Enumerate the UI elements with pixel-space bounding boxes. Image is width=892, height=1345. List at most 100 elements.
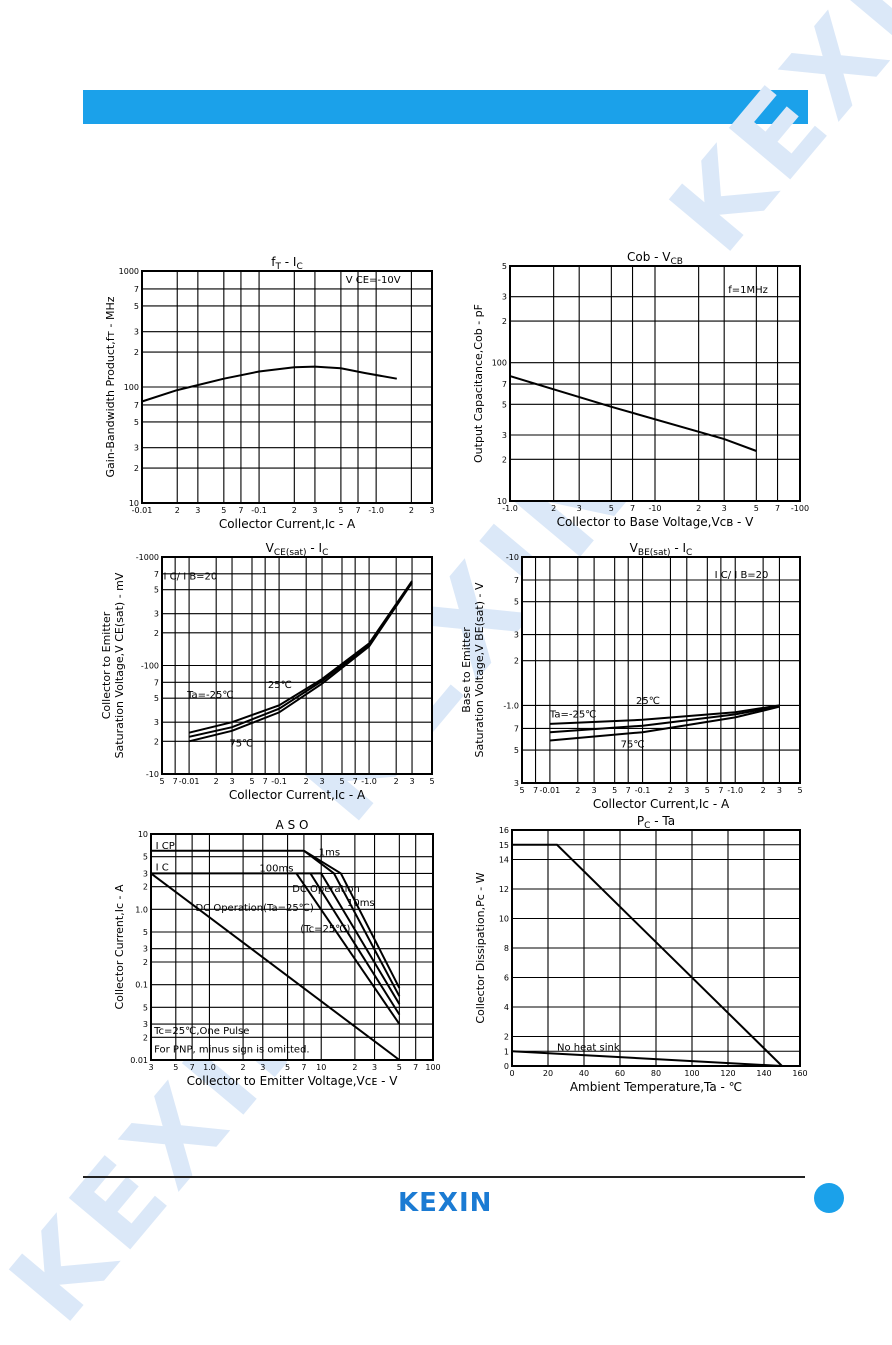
- x-tick-label: 3: [722, 504, 727, 513]
- x-tick-label: 2: [394, 777, 399, 786]
- chart-vcesat-ic: 5 7 -0.01 2 3 5 7 -0.1 2 3 5 7 -1.0 2 3 5-102357-100235…: [100, 541, 435, 802]
- chart-title: A S O: [276, 818, 309, 832]
- x-tick-label: 7: [630, 504, 635, 513]
- x-tick-label: -0.01: [540, 786, 561, 795]
- y-tick-label: 1000: [119, 267, 139, 276]
- x-tick-label: 7: [301, 1063, 306, 1072]
- page-dot: [814, 1183, 844, 1213]
- y-tick-label: 5: [143, 1003, 148, 1012]
- annotation: 25℃: [636, 696, 660, 707]
- y-tick-label: 2: [143, 1033, 148, 1042]
- x-axis-label: Collector to Emitter Voltage,Vᴄᴇ - V: [187, 1074, 399, 1088]
- x-tick-label: 7: [173, 777, 178, 786]
- chart-cob-vcb: -1.0 2 3 5 7 -10 2 3 5 7 -100 10 2 3 5 7 100 2 3 5 f=1MHz Cob…: [472, 250, 809, 529]
- x-tick-label: 2: [575, 786, 580, 795]
- y-tick-label: 7: [134, 401, 139, 410]
- plot-frame: [161, 556, 433, 775]
- plot-area: [151, 834, 433, 1060]
- annotation: DC Operation(Ta=25℃): [195, 903, 313, 914]
- series-line: [151, 872, 401, 1005]
- annotation: 100ms: [259, 863, 293, 874]
- footer-divider: [83, 1176, 805, 1178]
- chart-title-part: C: [644, 821, 650, 831]
- x-tick-label: -100: [791, 504, 809, 513]
- y-tick-label: 2: [502, 455, 507, 464]
- y-tick-label: -1000: [136, 553, 159, 562]
- chart-title: PC - Ta: [637, 814, 675, 831]
- x-tick-label: 5: [754, 504, 759, 513]
- x-tick-label: 5: [519, 786, 524, 795]
- y-tick-label: 7: [134, 285, 139, 294]
- y-axis-label: Output Capacitance,Cob - pF: [472, 304, 485, 463]
- chart-ft-ic: -0.01 2 3 5 7 -0.1 2 3 5 7 -1.0 2 3 10 2 3 5 7 100 2 3 5 7 1000…: [104, 255, 435, 531]
- plot-area: [522, 557, 800, 783]
- y-tick-label: 5: [502, 262, 507, 271]
- annotation: Ta=-25℃: [549, 709, 597, 720]
- plot-frame: [150, 833, 434, 1061]
- chart-vbesat-ic: 5 7 -0.01 2 3 5 7 -0.1 2 3 5 7 -1.0 2 3 5357-1.02357-10…: [460, 541, 803, 811]
- x-tick-label: -0.01: [179, 777, 200, 786]
- x-tick-label: -1.0: [368, 506, 384, 515]
- x-tick-label: -1.0: [502, 504, 518, 513]
- y-tick-label: 14: [499, 856, 509, 865]
- y-tick-label: 0.01: [130, 1056, 148, 1065]
- x-tick-label: -0.1: [635, 786, 651, 795]
- chart-title-part: C: [686, 548, 692, 558]
- y-tick-label: 7: [502, 380, 507, 389]
- x-tick-label: 2: [304, 777, 309, 786]
- y-tick-label: 12: [499, 885, 509, 894]
- x-tick-label: 7: [238, 506, 243, 515]
- chart-title-part: BE(sat): [638, 548, 671, 558]
- y-tick-label: 7: [514, 576, 519, 585]
- x-tick-label: 7: [533, 786, 538, 795]
- y-tick-label: -10: [506, 553, 519, 562]
- x-tick-label: 7: [626, 786, 631, 795]
- chart-title-part: C: [322, 548, 328, 558]
- y-tick-label: 10: [129, 499, 139, 508]
- series-line: [549, 705, 780, 734]
- y-tick-label: 5: [514, 598, 519, 607]
- x-tick-label: 7: [263, 777, 268, 786]
- x-tick-label: 5: [173, 1063, 178, 1072]
- y-tick-label: 10: [497, 497, 507, 506]
- plot-frame: [141, 270, 433, 504]
- y-tick-label: 3: [134, 444, 139, 453]
- annotation: (Tc=25℃): [300, 924, 350, 935]
- x-tick-label: 5: [249, 777, 254, 786]
- y-tick-label: 2: [502, 317, 507, 326]
- x-tick-label: 0: [509, 1069, 514, 1078]
- chart-title: fT - IC: [271, 255, 303, 272]
- chart-title-part: - I: [671, 541, 687, 555]
- x-tick-label: -1.0: [361, 777, 377, 786]
- y-tick-label: 3: [154, 610, 159, 619]
- x-tick-label: 2: [214, 777, 219, 786]
- y-tick-label: 5: [502, 400, 507, 409]
- y-tick-label: 2: [504, 1033, 509, 1042]
- x-tick-label: 1.0: [203, 1063, 216, 1072]
- series-line: [512, 843, 783, 1067]
- x-tick-label: 100: [684, 1069, 699, 1078]
- y-tick-label: 10: [138, 830, 148, 839]
- chart-title-part: A S O: [276, 818, 309, 832]
- y-tick-label: 5: [134, 302, 139, 311]
- brand-logo: KEXIN: [398, 1188, 493, 1218]
- x-tick-label: 5: [159, 777, 164, 786]
- y-tick-label: 2: [143, 958, 148, 967]
- y-tick-label: 5: [143, 853, 148, 862]
- y-axis-label: Collector to Emitter: [100, 611, 113, 719]
- y-tick-label: 0.1: [135, 981, 148, 990]
- plot-frame: [509, 265, 801, 502]
- y-tick-label: 5: [514, 746, 519, 755]
- chart-title-part: - I: [307, 541, 323, 555]
- y-tick-label: 100: [492, 359, 507, 368]
- series-line: [303, 849, 401, 989]
- series-line: [150, 872, 401, 1061]
- x-tick-label: 3: [592, 786, 597, 795]
- y-axis-label: Collector Current,Iᴄ - A: [113, 884, 126, 1009]
- x-tick-label: 2: [292, 506, 297, 515]
- x-tick-label: 10: [316, 1063, 326, 1072]
- x-tick-label: 3: [195, 506, 200, 515]
- x-tick-label: 3: [372, 1063, 377, 1072]
- x-tick-label: 7: [190, 1063, 195, 1072]
- x-tick-label: 5: [609, 504, 614, 513]
